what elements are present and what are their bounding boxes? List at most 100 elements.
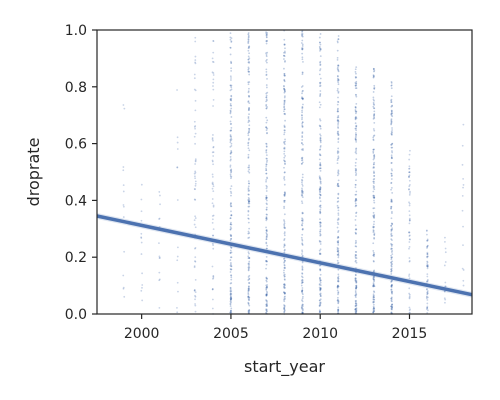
scatter-point [390,243,393,246]
scatter-point [229,223,232,226]
scatter-point [248,108,250,111]
scatter-point [212,185,215,188]
scatter-point [248,137,250,140]
scatter-point [443,297,446,300]
scatter-point [229,32,232,34]
scatter-point [265,308,267,311]
scatter-point [302,60,304,63]
scatter-point [391,290,394,293]
scatter-point [408,167,411,170]
scatter-point [373,300,376,303]
scatter-point [248,304,251,307]
scatter-point [444,240,446,243]
scatter-point [283,67,285,70]
scatter-point [336,103,339,106]
scatter-point [265,213,268,216]
scatter-point [284,47,286,50]
scatter-point [283,308,286,310]
scatter-point [301,290,303,293]
scatter-point [141,299,144,302]
scatter-point [229,217,232,220]
scatter-point [211,181,214,184]
scatter-point [230,185,233,188]
scatter-point [283,87,285,90]
scatter-point [337,171,339,174]
scatter-point [248,260,251,263]
scatter-point [337,173,340,175]
scatter-point [300,224,303,226]
scatter-point [301,139,304,141]
scatter-point [193,73,196,76]
scatter-point [247,42,250,45]
scatter-point [390,238,393,241]
scatter-point [337,223,340,226]
scatter-point [355,125,358,128]
scatter-point [247,289,250,292]
scatter-point [301,73,304,76]
scatter-point [301,253,303,255]
scatter-point [248,107,250,109]
scatter-point [140,236,143,239]
scatter-point [230,227,233,230]
scatter-point [247,288,250,290]
scatter-point [212,99,215,101]
scatter-point [265,73,268,76]
scatter-point [372,311,375,314]
scatter-point [426,291,429,294]
scatter-point [354,232,357,235]
scatter-point [319,287,322,290]
scatter-point [355,127,357,130]
scatter-point [372,295,375,297]
scatter-point [355,72,357,75]
scatter-point [354,277,357,279]
scatter-point [283,87,285,90]
scatter-point [390,305,393,308]
scatter-point [372,225,375,228]
scatter-point [301,272,304,275]
scatter-point [390,98,393,101]
scatter-point [247,217,250,220]
scatter-point [372,311,375,314]
scatter-point [248,71,250,73]
scatter-point [212,228,215,231]
scatter-point [230,116,233,118]
scatter-point [373,154,375,157]
scatter-point [194,55,197,58]
scatter-point [337,206,340,209]
scatter-point [373,134,376,137]
scatter-point [194,256,197,259]
scatter-point [230,214,233,217]
scatter-point [266,302,268,304]
scatter-point [426,253,429,256]
scatter-point [336,259,339,262]
scatter-point [355,311,358,313]
scatter-point [319,180,322,183]
scatter-point [337,250,339,253]
scatter-point [354,279,357,281]
scatter-point [248,61,251,64]
scatter-point [301,191,304,193]
scatter-point [319,225,322,227]
scatter-point [354,137,357,140]
scatter-point [319,200,322,203]
regression-line [96,214,473,297]
scatter-point [158,279,161,282]
scatter-point [336,116,339,119]
scatter-point [425,229,428,232]
scatter-point [300,142,303,144]
scatter-point [373,166,375,169]
scatter-point [265,229,268,232]
scatter-point [230,214,233,216]
scatter-point [337,120,340,123]
scatter-point [212,88,215,91]
scatter-point [301,238,304,241]
scatter-point [390,305,393,308]
scatter-point [391,146,394,149]
scatter-point [283,191,286,194]
scatter-point [372,260,375,262]
scatter-point [354,218,357,221]
scatter-point [230,170,233,173]
scatter-point [212,214,215,217]
scatter-point [229,84,232,87]
scatter-point [266,196,268,199]
